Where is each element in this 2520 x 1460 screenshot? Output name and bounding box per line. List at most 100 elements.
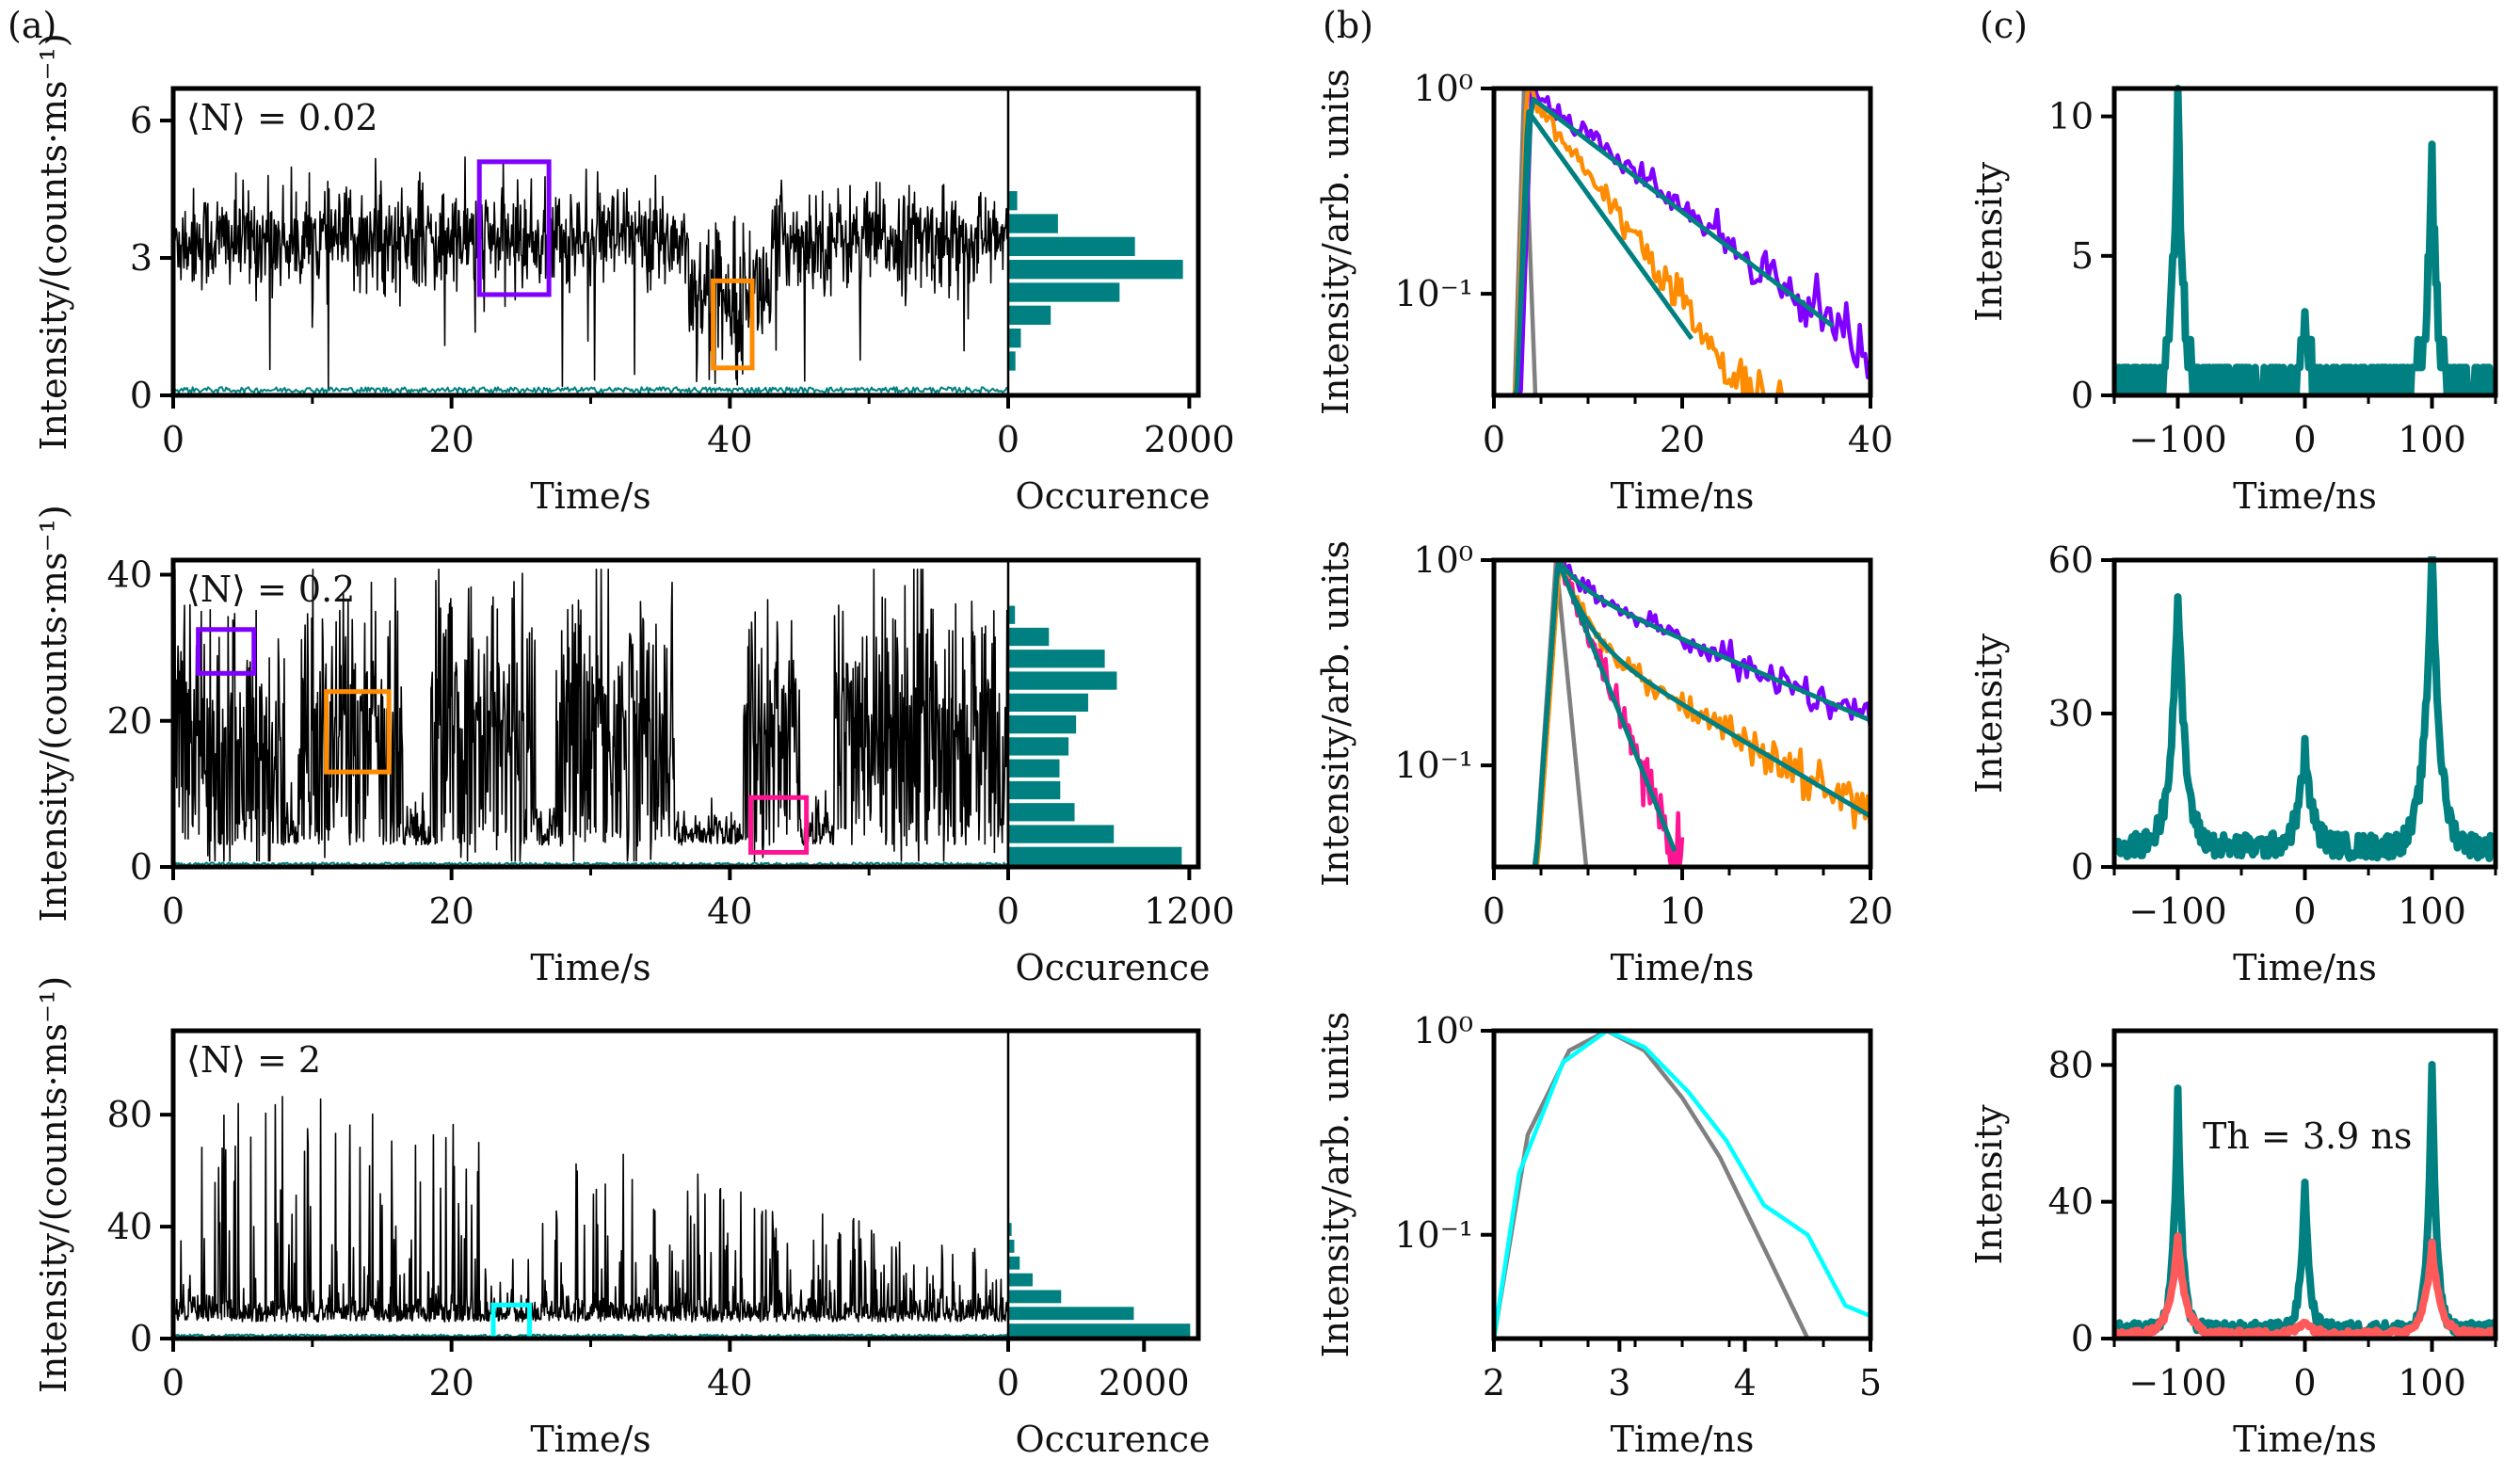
x-tick-label: 0 [1483,419,1505,460]
histogram-bar [1008,191,1018,211]
y-tick-label: 80 [2048,1044,2094,1085]
plot-frame [170,557,1201,870]
x-tick-label: 0 [2293,890,2316,932]
histogram-bar [1008,737,1069,756]
x-tick-label: −100 [2128,890,2226,932]
x-tick-label: 3 [1608,1362,1630,1404]
fit-curve [1494,560,1677,867]
histogram-bar [1008,236,1135,257]
x-axis-label: Time/ns [1611,1419,1755,1460]
correlation-curve [2114,1061,2496,1339]
y-tick-label: 40 [107,554,152,596]
y-tick-label: 5 [2071,235,2094,277]
decay-curve [1494,560,1685,867]
y-tick-label: 10⁰ [1413,68,1473,109]
y-tick-label: 0 [130,1318,152,1359]
plot-frame [170,86,1201,398]
y-axis-label: Intensity/arb. units [1315,540,1356,887]
histogram-bar [1008,671,1117,690]
histogram-bar [1008,825,1115,843]
y-tick-label: 0 [2071,1318,2094,1359]
x-tick-label: 100 [2398,419,2466,460]
correlation-curve [2114,556,2496,862]
plot-frame [2111,1028,2498,1341]
x-tick-label: 40 [707,1362,752,1404]
y-tick-label: 10⁰ [1413,539,1473,581]
plot-area [2114,1061,2496,1339]
panel-letter-b: (b) [1323,5,1373,46]
decay-curve [1494,88,1870,395]
y-axis-label: Intensity/arb. units [1315,69,1356,415]
y-axis-label: Intensity [1968,633,2010,794]
correlation-curve [2114,1232,2496,1339]
histogram-bar [1008,715,1077,734]
histogram-bar [1008,759,1060,778]
x-tick-label: 40 [1848,419,1893,460]
hist-x-axis-label: Occurence [1015,947,1210,988]
selection-box [196,627,257,676]
x-tick-label: −100 [2128,1362,2226,1404]
x-tick-label: 20 [1848,890,1893,932]
histogram-bar [1008,1307,1134,1321]
histogram-bar [1008,650,1105,668]
plot-area [2114,85,2496,395]
y-tick-label: 0 [2071,375,2094,416]
intensity-trace [172,156,1009,391]
correlation-curve [2114,85,2496,395]
y-axis-label: Intensity/(counts·ms⁻¹) [33,505,74,922]
x-tick-label: 40 [707,890,752,932]
plot-area [1494,560,1870,867]
x-tick-label: 10 [1660,890,1705,932]
histogram-bar [1008,351,1016,371]
x-tick-label: 20 [428,419,474,460]
intensity-trace [172,1096,1009,1323]
hist-x-tick-label: 2000 [1099,1362,1190,1404]
selection-box [748,794,810,855]
y-tick-label: 20 [107,700,152,742]
irf-curve [1494,1031,1810,1339]
y-tick-label: 0 [2071,846,2094,888]
histogram-bar [1008,282,1120,302]
hist-x-axis-label: Occurence [1015,475,1210,517]
y-tick-label: 10⁻¹ [1394,745,1473,786]
y-tick-label: 10 [2048,96,2094,137]
x-tick-label: 20 [428,1362,474,1404]
chart-a1: 0 20 40 0 3 6 Time/s Intensity/(counts·ms⁻¹) ⟨N⟩… [33,33,1235,517]
y-tick-label: 40 [2048,1181,2094,1223]
y-tick-label: 3 [130,237,152,279]
histogram-bar [1008,305,1051,326]
histogram-bar [1008,260,1183,280]
x-tick-label: 0 [162,1362,185,1404]
x-tick-label: 20 [1660,419,1705,460]
y-axis-label: Intensity/(counts·ms⁻¹) [33,33,74,450]
x-tick-label: −100 [2128,419,2226,460]
y-axis-label: Intensity [1968,1104,2010,1265]
chart-b1: 0 20 40 10⁰ 10⁻¹ Time/ns Intensity/arb. units [1315,68,1893,517]
decay-curve [1494,88,1814,395]
x-tick-label: 0 [162,890,185,932]
plot-area [2114,556,2496,862]
x-tick-label: 0 [1483,890,1505,932]
threshold-label: Th = 3.9 ns [2203,1115,2412,1157]
x-tick-label: 5 [1859,1362,1882,1404]
selection-box [324,689,392,775]
histogram-bar [1008,803,1075,822]
chart-c2: −100 0 100 0 30 60 Time/ns Intensity [1968,539,2498,988]
histogram-bar [1008,1273,1033,1287]
histogram-bar [1008,1324,1191,1337]
histogram-bar [1008,627,1050,647]
hist-x-axis-label: Occurence [1015,1419,1210,1460]
hist-x-tick-label: 1200 [1144,890,1235,932]
x-tick-label: 0 [162,419,185,460]
x-tick-label: 4 [1734,1362,1757,1404]
hist-x-tick-label: 0 [997,1362,1019,1404]
plot-frame [2111,86,2498,398]
y-tick-label: 40 [107,1206,152,1247]
mean-occupancy-label: ⟨N⟩ = 0.02 [186,97,378,138]
selection-box [476,159,552,297]
plot-frame [1491,557,1873,870]
plot-frame [1491,1028,1873,1341]
y-axis-label: Intensity/arb. units [1315,1011,1356,1357]
histogram-bar [1008,1290,1062,1304]
histogram-bar [1008,329,1021,348]
